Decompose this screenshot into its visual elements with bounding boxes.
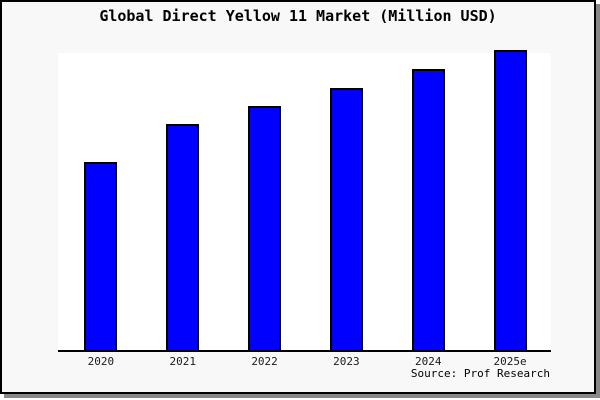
x-axis-line xyxy=(58,350,551,352)
bars-container xyxy=(60,50,551,351)
bar-slot-2023 xyxy=(305,50,387,351)
x-axis-tick-labels: 2020 2021 2022 2023 2024 2025e xyxy=(60,355,551,368)
bar-2021 xyxy=(166,124,200,351)
chart-title: Global Direct Yellow 11 Market (Million … xyxy=(99,7,497,25)
x-tick-label-2020: 2020 xyxy=(87,355,115,368)
bar-2020 xyxy=(84,162,118,351)
x-tick-label-2023: 2023 xyxy=(333,355,360,368)
bar-slot-2021 xyxy=(142,50,224,351)
bar-2025e xyxy=(493,50,527,351)
x-tick-label-2024: 2024 xyxy=(414,355,442,368)
bar-slot-2022 xyxy=(224,50,306,351)
chart-frame: Global Direct Yellow 11 Market (Million … xyxy=(58,7,551,380)
bar-2022 xyxy=(248,106,282,351)
source-credit: Source: Prof Research xyxy=(410,367,550,380)
x-tick-label-2021: 2021 xyxy=(169,355,196,368)
bar-slot-2024 xyxy=(387,50,469,351)
bar-slot-2020 xyxy=(60,50,142,351)
plot-area xyxy=(58,53,551,351)
x-tick-label-2022: 2022 xyxy=(251,355,278,368)
x-tick-label-2025e: 2025e xyxy=(493,355,527,368)
bar-2023 xyxy=(329,88,363,351)
bar-slot-2025e xyxy=(469,50,551,351)
bar-2024 xyxy=(411,69,445,351)
